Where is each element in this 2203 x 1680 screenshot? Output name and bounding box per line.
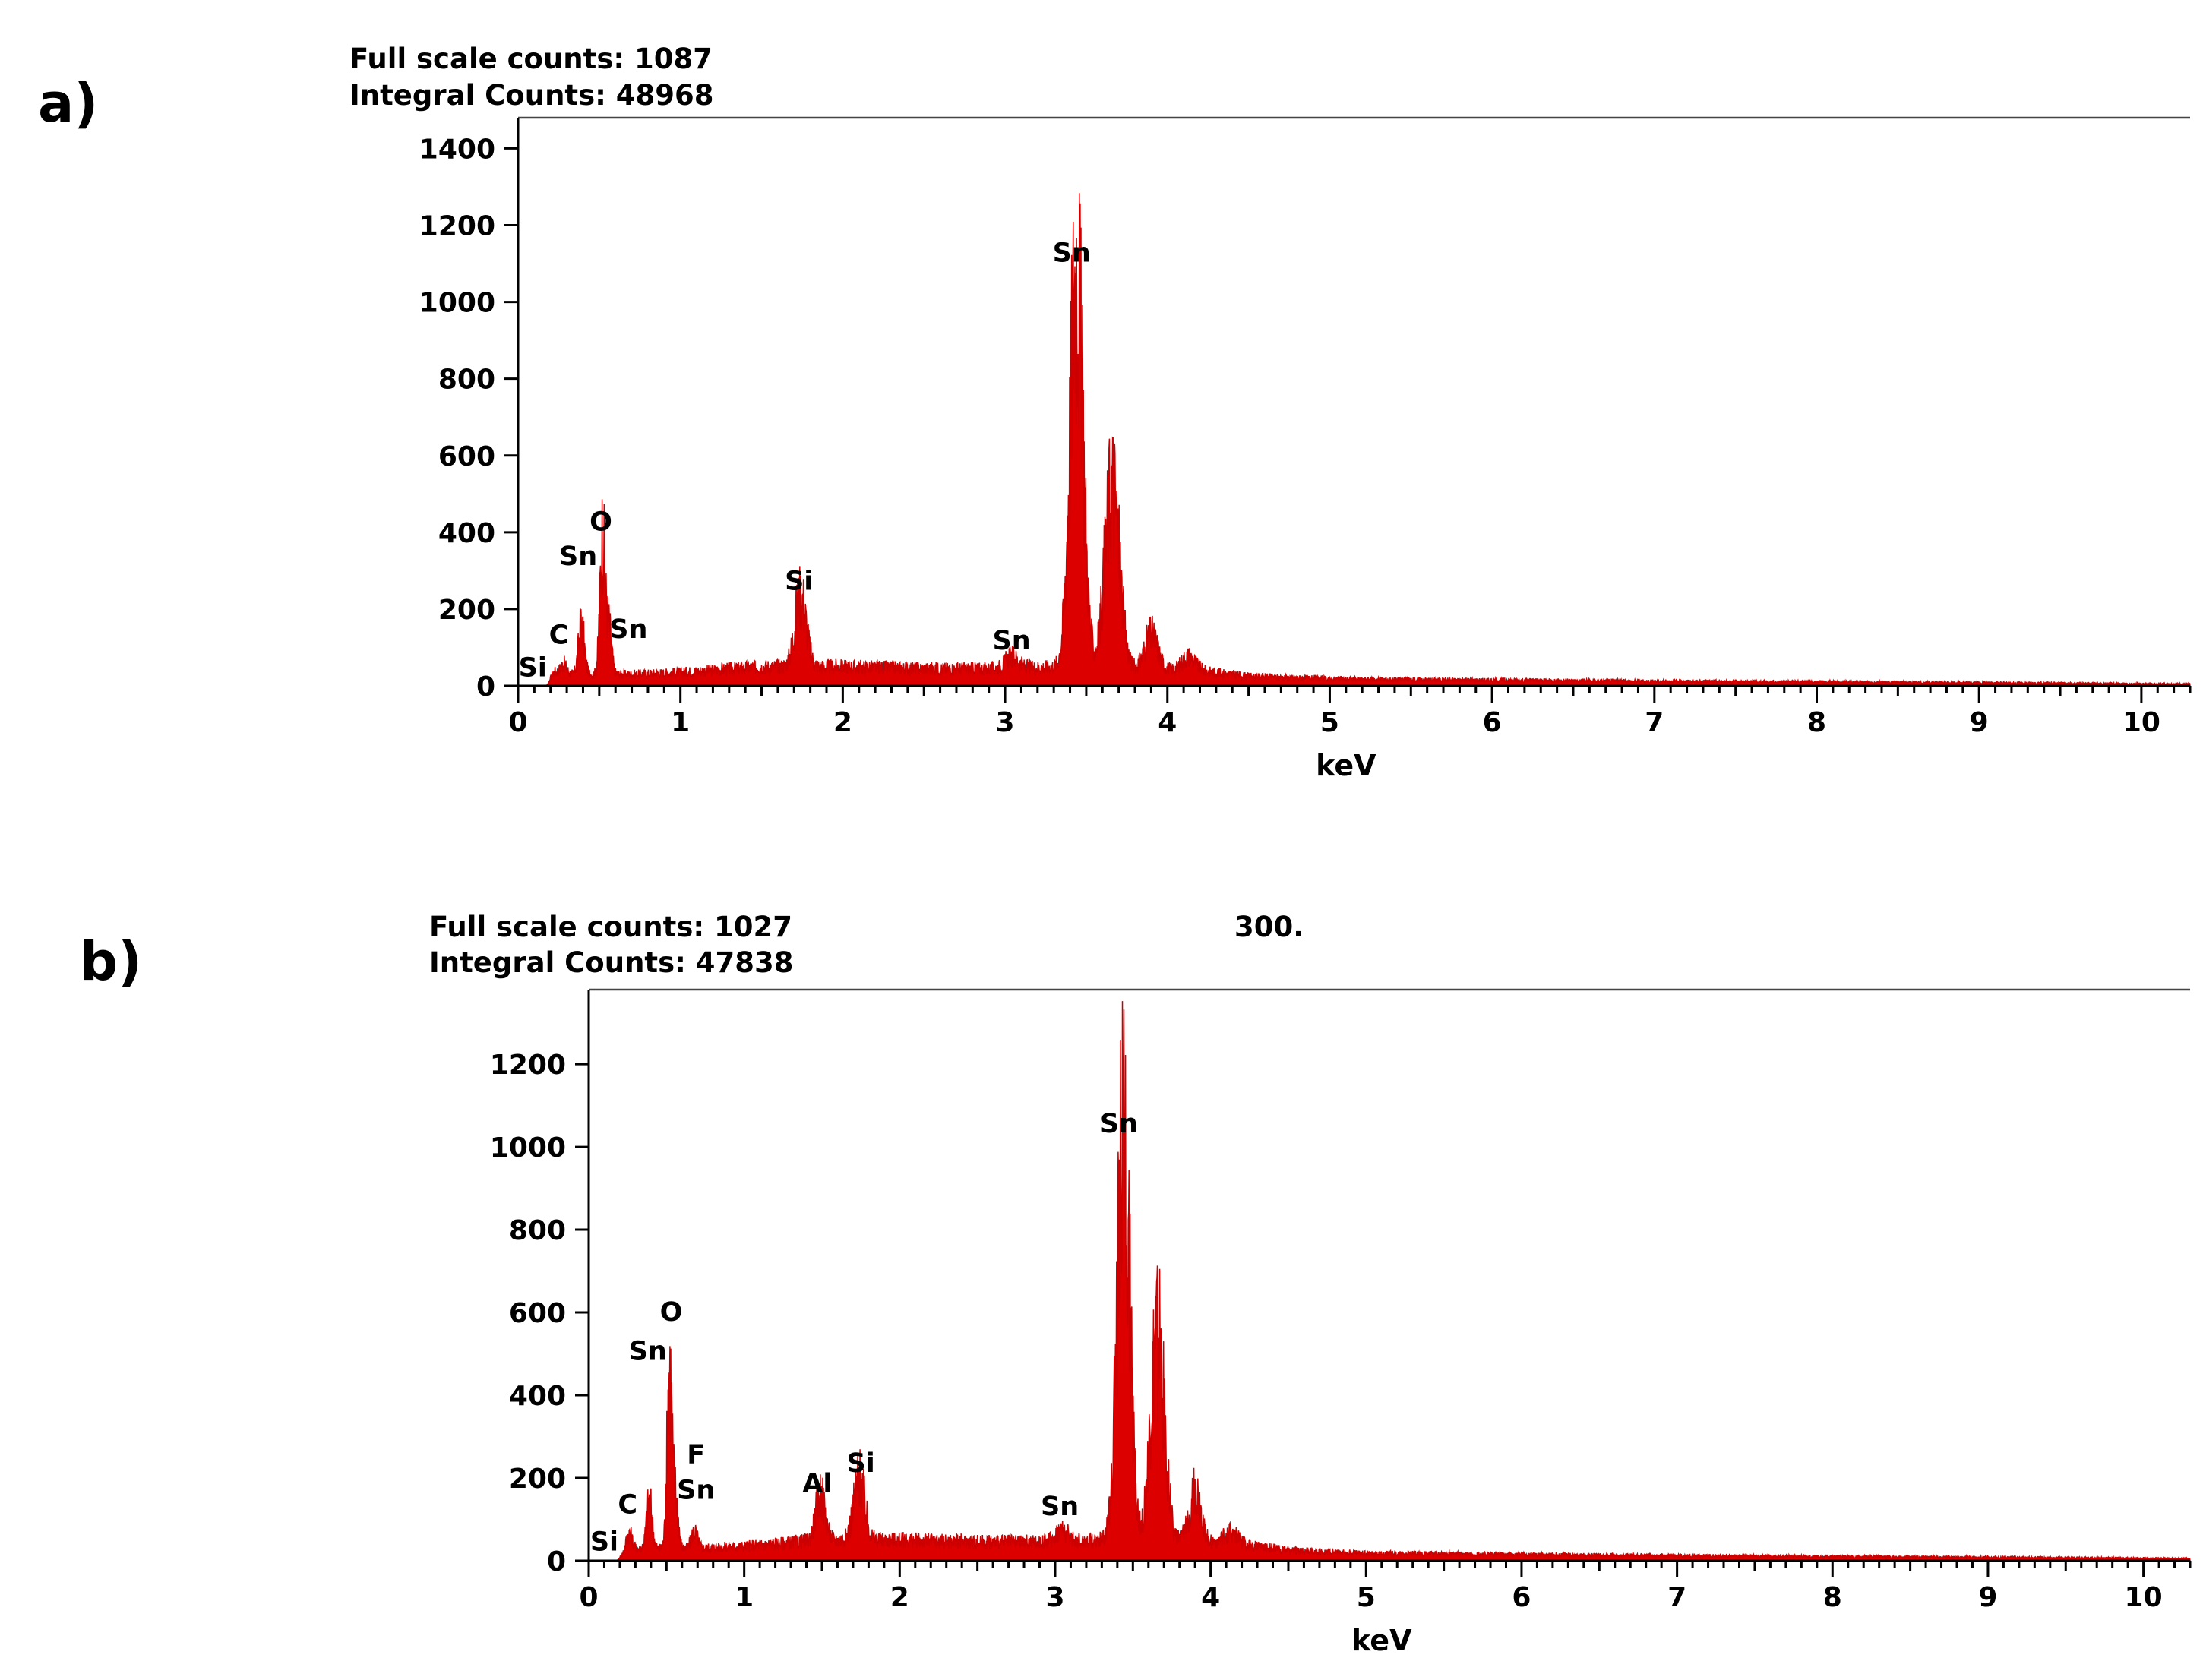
y-tick-label: 400 <box>509 1381 566 1412</box>
x-tick-label: 4 <box>1158 707 1177 738</box>
peak-label: Si <box>519 652 547 683</box>
x-tick-label: 9 <box>1978 1582 1997 1613</box>
peak-label: Si <box>847 1448 875 1479</box>
x-tick-label: 7 <box>1667 1582 1686 1613</box>
integral-counts: Integral Counts: 48968 <box>349 79 714 112</box>
x-tick-label: 3 <box>1045 1582 1064 1613</box>
y-tick-label: 1200 <box>490 1050 566 1081</box>
y-tick-label: 600 <box>509 1298 566 1329</box>
y-tick-label: 400 <box>438 518 495 549</box>
x-tick-label: 6 <box>1483 707 1502 738</box>
x-tick-label: 5 <box>1320 707 1339 738</box>
peak-label: F <box>687 1440 705 1470</box>
spectrum-area <box>518 193 2191 687</box>
peak-label: Sn <box>1100 1109 1138 1139</box>
x-tick-label: 3 <box>996 707 1015 738</box>
x-tick-label: 2 <box>890 1582 909 1613</box>
peak-label: Sn <box>559 542 597 572</box>
y-tick-label: 800 <box>509 1215 566 1246</box>
y-tick-label: 1400 <box>419 134 495 165</box>
peak-label: Sn <box>609 614 647 645</box>
x-tick-label: 10 <box>2122 707 2160 738</box>
x-tick-label: 7 <box>1645 707 1664 738</box>
x-tick-label: 4 <box>1201 1582 1220 1613</box>
peak-label: Sn <box>1041 1492 1079 1522</box>
y-tick-label: 1000 <box>419 288 495 319</box>
x-tick-label: 1 <box>671 707 690 738</box>
peak-label: C <box>549 620 569 650</box>
y-tick-label: 1000 <box>490 1132 566 1164</box>
panel-label: b) <box>80 930 142 993</box>
x-tick-label: 5 <box>1357 1582 1376 1613</box>
full-scale-counts: Full scale counts: 1087 <box>349 43 713 75</box>
x-tick-label: 6 <box>1512 1582 1531 1613</box>
x-axis-title: keV <box>1351 1624 1412 1657</box>
x-tick-label: 1 <box>735 1582 754 1613</box>
x-tick-label: 9 <box>1970 707 1989 738</box>
peak-label: O <box>660 1297 683 1328</box>
peak-label: Al <box>802 1469 832 1499</box>
y-tick-label: 600 <box>438 441 495 472</box>
y-tick-label: 200 <box>509 1464 566 1495</box>
peak-label: Si <box>590 1527 618 1557</box>
scale-annotation: 300. <box>1234 911 1304 943</box>
integral-counts: Integral Counts: 47838 <box>429 946 794 979</box>
x-tick-label: 10 <box>2125 1582 2163 1613</box>
x-tick-label: 0 <box>508 707 527 738</box>
y-tick-label: 800 <box>438 365 495 396</box>
peak-label: Sn <box>677 1475 715 1505</box>
peak-label: Sn <box>629 1337 667 1367</box>
x-tick-label: 2 <box>833 707 852 738</box>
peak-label: O <box>589 507 612 537</box>
full-scale-counts: Full scale counts: 1027 <box>429 911 792 943</box>
peak-label: Sn <box>1053 238 1091 269</box>
peak-label: C <box>618 1489 637 1520</box>
x-tick-label: 0 <box>579 1582 598 1613</box>
spectrum-area <box>589 1001 2191 1562</box>
peak-label: Si <box>785 567 813 597</box>
y-tick-label: 200 <box>438 595 495 626</box>
panel-label: a) <box>38 72 98 134</box>
y-tick-label: 1200 <box>419 211 495 242</box>
y-tick-label: 0 <box>547 1546 566 1577</box>
spectrum-panel-a: a) Full scale counts: 1087 Integral Counts… <box>38 43 2192 782</box>
y-tick-label: 0 <box>476 671 495 703</box>
peak-label: Sn <box>993 626 1031 656</box>
x-tick-label: 8 <box>1823 1582 1842 1613</box>
x-axis-title: keV <box>1316 749 1376 782</box>
x-tick-label: 8 <box>1807 707 1826 738</box>
